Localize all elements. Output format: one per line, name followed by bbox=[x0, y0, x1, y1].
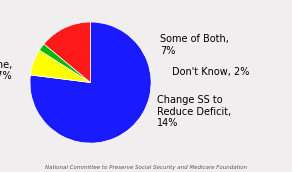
Wedge shape bbox=[30, 50, 91, 83]
Text: Leave SS Alone,
77%: Leave SS Alone, 77% bbox=[0, 60, 12, 81]
Text: Some of Both,
7%: Some of Both, 7% bbox=[160, 34, 229, 56]
Wedge shape bbox=[30, 22, 151, 143]
Text: Change SS to
Reduce Deficit,
14%: Change SS to Reduce Deficit, 14% bbox=[157, 95, 231, 128]
Wedge shape bbox=[39, 44, 91, 83]
Text: Don't Know, 2%: Don't Know, 2% bbox=[172, 67, 250, 77]
Wedge shape bbox=[44, 22, 91, 83]
Text: National Committee to Preserve Social Security and Medicare Foundation: National Committee to Preserve Social Se… bbox=[45, 165, 247, 170]
